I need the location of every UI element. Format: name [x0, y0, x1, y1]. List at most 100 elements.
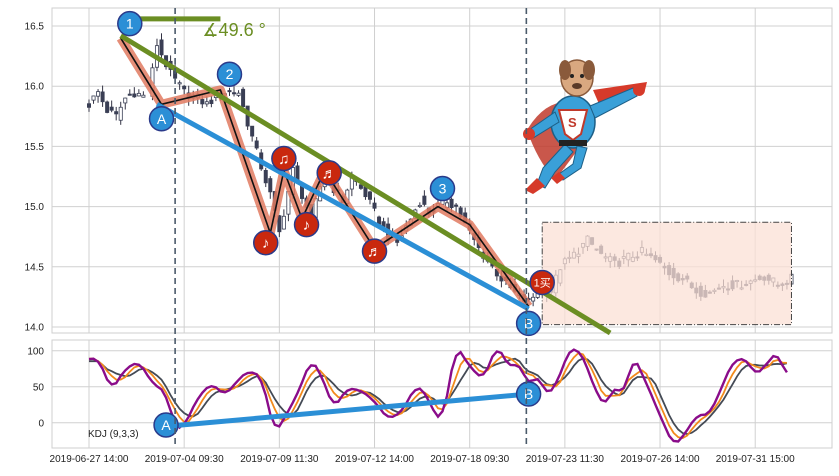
kdj-j-line: [88, 348, 788, 443]
candle-body: [114, 111, 119, 115]
x-tick-label: 2019-07-23 11:30: [526, 454, 605, 465]
number-marker-circle: [429, 175, 456, 202]
price-grid: [52, 8, 832, 333]
x-tick-label: 2019-07-04 09:30: [145, 454, 224, 465]
number-marker-label: 3: [439, 181, 447, 197]
note-marker-circle: [253, 229, 279, 256]
candle-body: [100, 91, 105, 103]
candle-body: [118, 106, 123, 121]
candle-body: [531, 296, 536, 302]
candle-body: [159, 39, 164, 56]
x-tick-label: 2019-07-18 09:30: [430, 454, 509, 465]
note-marker-circle: [361, 238, 388, 264]
candle-body: [209, 99, 214, 105]
candle-body: [141, 94, 146, 98]
candle-body: [91, 95, 96, 101]
number-marker-label: 2: [226, 66, 234, 82]
kdj-indicator-label: KDJ (9,3,3): [88, 429, 139, 440]
highlight-box: [541, 221, 792, 326]
price-y-tick-label: 14.0: [25, 322, 45, 333]
price-drawings: 1 2 3 A B ♪ ♫ ♪ ♬ ♬ 1买: [116, 10, 612, 337]
candle-body: [358, 184, 363, 189]
candle-body: [363, 186, 368, 198]
number-marker-label: 1: [126, 16, 134, 32]
number-marker-circle: [117, 10, 143, 37]
candle-body: [87, 103, 92, 108]
kdj-drawings: AB: [153, 381, 542, 438]
letter-marker-circle: [515, 310, 542, 337]
candle-body: [263, 169, 268, 184]
x-tick-label: 2019-07-12 14:00: [335, 454, 414, 465]
candle-body: [109, 106, 114, 111]
candle-body: [241, 88, 246, 108]
candle-body: [417, 204, 422, 207]
candle-body: [127, 93, 132, 96]
kdj-y-tick-label: 0: [38, 418, 44, 429]
candle-body: [182, 85, 187, 90]
number-marker-circle: [216, 61, 243, 87]
candle-body: [236, 92, 241, 96]
price-y-tick-label: 15.0: [25, 202, 45, 213]
candle-body: [281, 215, 286, 230]
candle-body: [254, 140, 259, 149]
note-marker-label: ♪: [262, 235, 270, 252]
letter-marker-label: B: [524, 315, 533, 331]
blue-trendline: [155, 102, 530, 312]
candle-body: [377, 216, 382, 225]
kdj-letter-marker-label: A: [161, 417, 171, 433]
note-marker-circle: [293, 211, 320, 238]
note-marker-label: ♬: [367, 244, 382, 261]
candle-body: [268, 178, 273, 193]
kdj-y-tick-label: 100: [27, 346, 44, 357]
note-marker-label: ♪: [303, 217, 311, 234]
x-tick-label: 2019-07-26 14:00: [621, 454, 700, 465]
candle-body: [372, 202, 377, 209]
price-y-tick-label: 14.5: [25, 262, 45, 273]
candle-body: [422, 195, 427, 205]
kdj-panel-frame: [51, 339, 833, 449]
green-trendline: [119, 33, 612, 336]
candle-body: [277, 215, 282, 233]
note-marker-label: ♬: [322, 165, 337, 182]
note-marker-circle: [316, 160, 342, 186]
candle-body: [204, 101, 209, 105]
kdj-letter-marker-circle: [153, 412, 179, 438]
candle-body: [96, 91, 101, 97]
kdj-letter-marker-circle: [515, 381, 542, 407]
kdj-blue-trendline: [165, 391, 529, 429]
price-panel: 14.0 14.5 15.0 15.5 16.0 16.5 1 2 3 A B ♪ ♫ ♪ ♬ ♬ 1买 ∡4…: [25, 7, 833, 337]
candle-body: [123, 97, 128, 104]
kdj-letter-marker-label: B: [524, 386, 533, 402]
x-tick-label: 2019-07-09 11:30: [240, 454, 319, 465]
candle-body: [250, 125, 255, 137]
price-y-tick-label: 16.5: [25, 22, 45, 33]
candle-body: [449, 198, 454, 208]
candle-body: [232, 92, 237, 95]
note-marker-label: ♫: [278, 151, 289, 168]
candle-body: [367, 191, 372, 200]
candle-body: [177, 82, 182, 85]
x-tick-label: 2019-06-27 14:00: [50, 454, 129, 465]
candle-body: [105, 101, 110, 113]
candle-body: [136, 92, 141, 97]
note-marker-circle: [271, 145, 297, 172]
x-axis-ticks: 2019-06-27 14:00 2019-07-04 09:30 2019-07-…: [50, 454, 796, 465]
candle-body: [454, 204, 459, 207]
price-y-ticks: 14.0 14.5 15.0 15.5 16.0 16.5: [25, 22, 45, 334]
candle-body: [200, 99, 205, 105]
angle-label: ∡49.6 °: [202, 20, 265, 40]
candle-body: [132, 93, 137, 98]
price-y-tick-label: 16.0: [25, 82, 45, 93]
svg-text:S: S: [568, 115, 577, 130]
candle-body: [295, 165, 300, 181]
letter-marker-circle: [148, 105, 175, 132]
superhero-dog-illustration: S: [523, 59, 647, 194]
kdj-y-ticks: 0 50 100: [27, 346, 44, 429]
kdj-k-line: [89, 351, 787, 440]
letter-marker-label: A: [157, 111, 167, 127]
buy-marker-circle: [529, 269, 555, 296]
price-y-tick-label: 15.5: [25, 142, 45, 153]
